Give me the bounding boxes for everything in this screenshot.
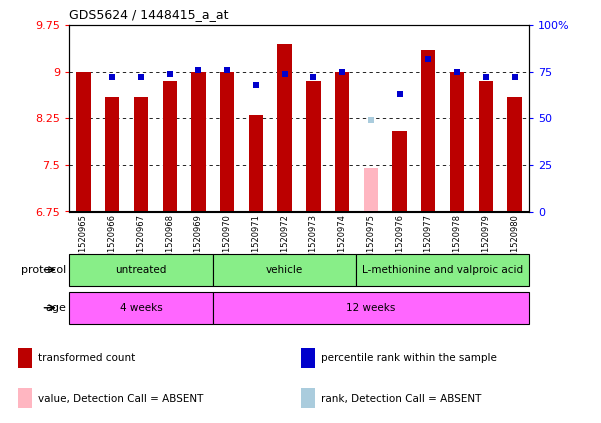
Bar — [306, 81, 320, 212]
Bar — [105, 97, 120, 212]
Text: value, Detection Call = ABSENT: value, Detection Call = ABSENT — [38, 394, 203, 404]
Text: L-methionine and valproic acid: L-methionine and valproic acid — [362, 265, 523, 275]
Bar — [364, 168, 378, 212]
Bar — [69, 292, 213, 324]
Bar — [76, 72, 91, 212]
Text: rank, Detection Call = ABSENT: rank, Detection Call = ABSENT — [321, 394, 481, 404]
Text: protocol: protocol — [21, 265, 66, 275]
Bar — [421, 50, 436, 212]
Bar — [162, 81, 177, 212]
Bar — [191, 72, 206, 212]
Bar — [300, 388, 315, 408]
Bar — [134, 97, 148, 212]
Bar — [213, 254, 356, 286]
Bar — [356, 254, 529, 286]
Bar — [300, 348, 315, 368]
Bar — [18, 348, 32, 368]
Text: 12 weeks: 12 weeks — [346, 303, 395, 313]
Bar — [335, 72, 349, 212]
Text: transformed count: transformed count — [38, 354, 135, 363]
Text: 4 weeks: 4 weeks — [120, 303, 162, 313]
Bar — [69, 254, 213, 286]
Bar — [450, 72, 464, 212]
Bar — [278, 44, 292, 212]
Text: age: age — [45, 303, 66, 313]
Bar — [478, 81, 493, 212]
Bar — [213, 292, 529, 324]
Text: GDS5624 / 1448415_a_at: GDS5624 / 1448415_a_at — [69, 8, 228, 22]
Text: vehicle: vehicle — [266, 265, 304, 275]
Text: untreated: untreated — [115, 265, 166, 275]
Bar — [507, 97, 522, 212]
Text: percentile rank within the sample: percentile rank within the sample — [321, 354, 496, 363]
Bar — [18, 388, 32, 408]
Bar — [220, 72, 234, 212]
Bar — [249, 115, 263, 212]
Bar — [392, 131, 407, 212]
